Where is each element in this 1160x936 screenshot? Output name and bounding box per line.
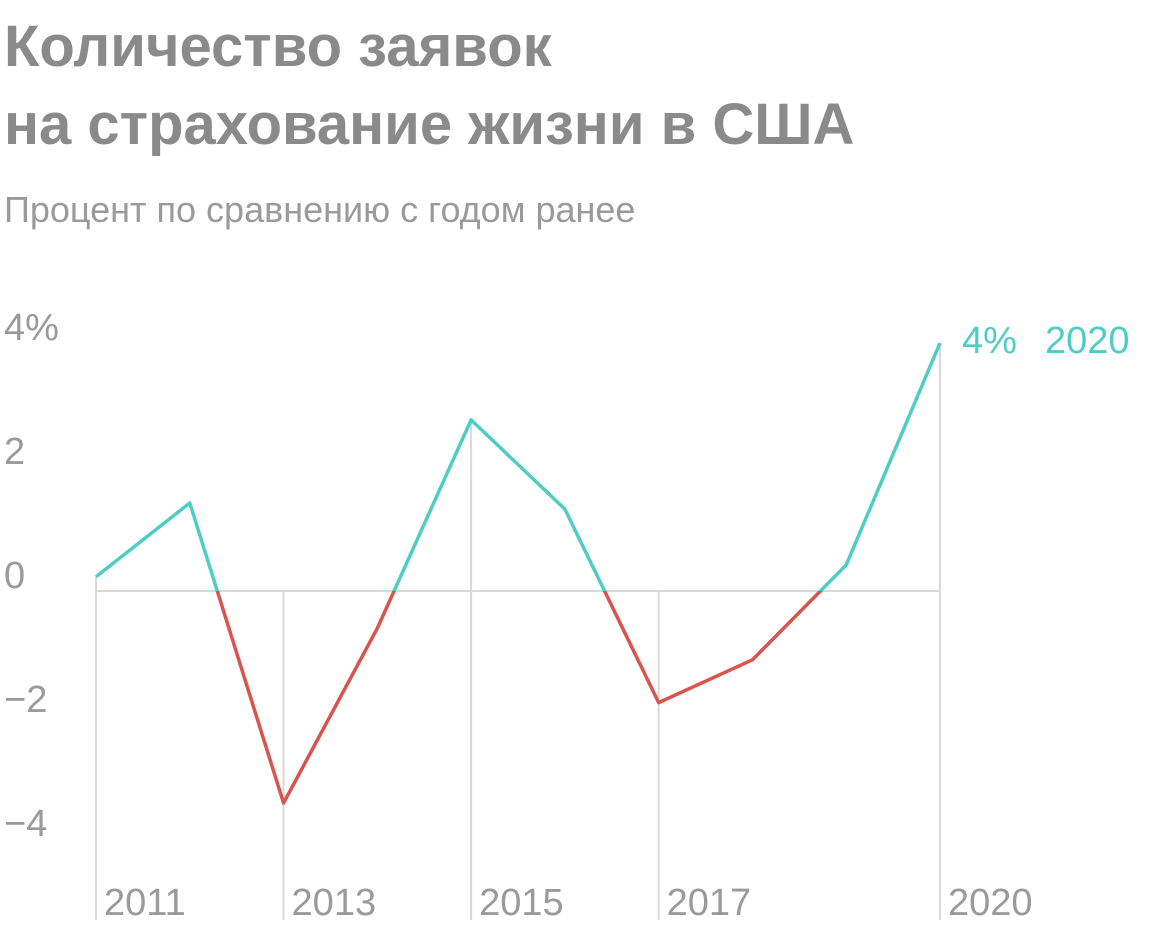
x-tick-label: 2013 [292,882,377,924]
x-tick-label: 2015 [479,882,564,924]
y-tick-label: −2 [4,679,47,721]
x-tick-label: 2011 [104,882,186,924]
y-tick-label: 0 [4,555,25,597]
x-tick-label: 2020 [948,882,1033,924]
value-label: 4% [962,320,1017,362]
chart-title: Количество заявок [4,14,553,79]
chart-subtitle: Процент по сравнению с годом ранее [4,189,635,230]
x-tick-label: 2017 [667,882,752,924]
chart-title: на страхование жизни в США [4,92,854,157]
y-tick-label: −4 [4,803,47,845]
y-tick-label: 2 [4,431,25,473]
y-tick-label: 4% [4,307,59,349]
data-line [94,342,942,591]
end-year-label: 2020 [1045,320,1130,362]
data-line [215,591,823,805]
